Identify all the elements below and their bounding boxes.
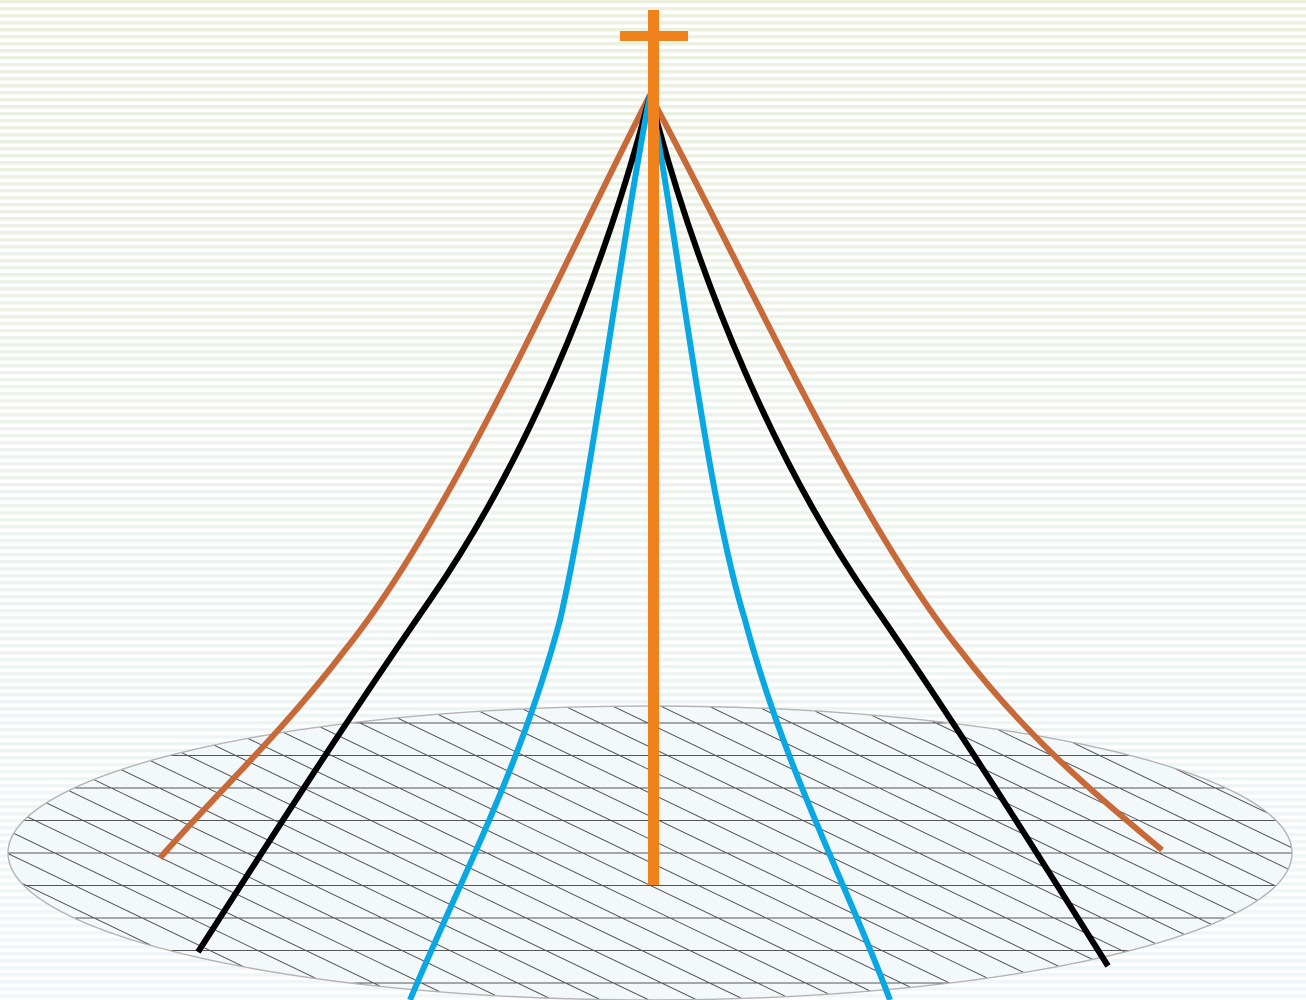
background-stripe — [0, 7, 1306, 11]
grid-diagonal-line — [8, 706, 410, 1000]
grid-diagonal-line — [8, 706, 506, 1000]
grid-diagonal-line — [839, 706, 1292, 1000]
outer-curves — [157, 93, 1164, 860]
middle-curve-left — [195, 94, 653, 954]
inner-curves — [407, 94, 893, 1000]
grid-diagonal-line — [791, 706, 1292, 1000]
middle-curves — [195, 94, 1111, 968]
grid-diagonal-line — [263, 706, 890, 1000]
grid-diagonal-line — [8, 706, 314, 1000]
mast-crossbar — [620, 31, 688, 41]
grid-diagonal-line — [407, 706, 1034, 1000]
grid-diagonal-line — [8, 706, 362, 1000]
center-mast — [620, 10, 688, 885]
grid-diagonal-line — [503, 706, 1130, 1000]
inner-curve-left — [407, 94, 653, 1000]
grid-diagonal-line — [599, 706, 1226, 1000]
grid-diagonal-line — [983, 706, 1292, 1000]
grid-diagonal-line — [935, 706, 1292, 1000]
grid-diagonal-line — [887, 706, 1292, 1000]
grid-diagonal-line — [455, 706, 1082, 1000]
grid-diagonal-line — [215, 706, 842, 1000]
grid-diagonal-line — [359, 706, 986, 1000]
inner-curve-right — [647, 94, 893, 1000]
outer-curve-right — [647, 93, 1164, 853]
grid-diagonal-line — [8, 706, 458, 1000]
grid-diagonal-line — [119, 706, 746, 1000]
grid-diagonal-line — [311, 706, 938, 1000]
outer-curve-left — [157, 93, 653, 860]
background-stripe — [0, 0, 1306, 4]
grid-diagonal-line — [167, 706, 794, 1000]
middle-curve-right — [647, 94, 1111, 968]
mast-pole — [648, 10, 659, 885]
